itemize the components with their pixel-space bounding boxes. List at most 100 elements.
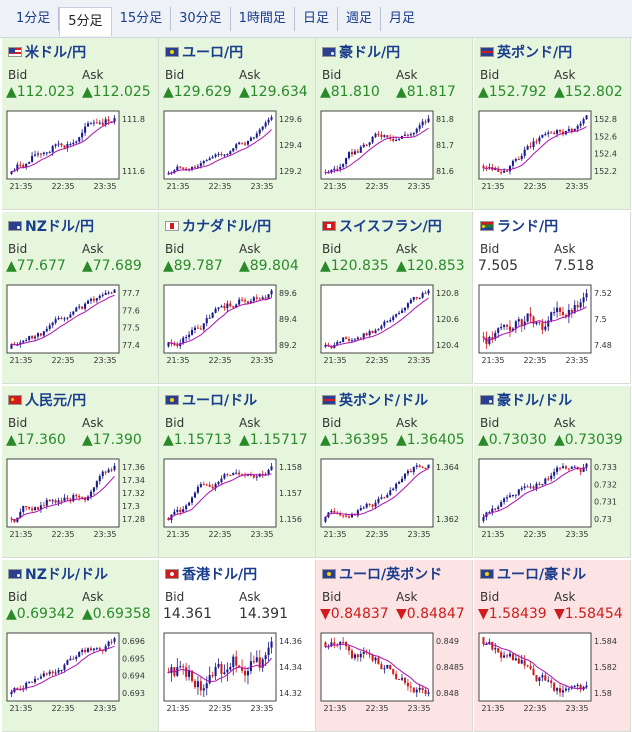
pair-title-text[interactable]: 英ポンド/ドル: [339, 393, 429, 409]
pair-title[interactable]: ユーロ/英ポンド: [322, 564, 442, 584]
candle-body: [226, 474, 229, 476]
pair-title[interactable]: スイスフラン/円: [322, 216, 442, 236]
price-chart[interactable]: 1.364 1.362 21:35 22:35 23:35: [320, 458, 470, 546]
rate-card[interactable]: カナダドル/円 Bid Ask ▲89.787 ▲89.804 89.6 89.4 89.2 2…: [159, 212, 316, 384]
tab-2[interactable]: 15分足: [112, 6, 172, 31]
pair-title-text[interactable]: 米ドル/円: [25, 45, 87, 61]
price-chart[interactable]: 152.8 152.6 152.4 152.2 21:35 22:35 23:35: [478, 110, 628, 198]
candle-body: [57, 500, 60, 503]
pair-title-text[interactable]: ユーロ/ドル: [182, 393, 258, 409]
pair-title-text[interactable]: ランド/円: [497, 219, 559, 235]
bid-value: ▲120.835: [320, 258, 389, 274]
candle-body: [60, 669, 63, 671]
candle-body: [356, 654, 359, 658]
rate-card[interactable]: 英ポンド/円 Bid Ask ▲152.792 ▲152.802 152.8 152.6 15…: [474, 38, 631, 210]
candle-body: [371, 504, 374, 507]
rate-card[interactable]: NZドル/円 Bid Ask ▲77.677 ▲77.689 77.7 77.6 77.5 77…: [2, 212, 159, 384]
rate-card[interactable]: 豪ドル/円 Bid Ask ▲81.810 ▲81.817 81.8 81.7 81.6 21:…: [316, 38, 473, 210]
price-chart[interactable]: 120.8 120.6 120.4 21:35 22:35 23:35: [320, 284, 470, 372]
rate-card[interactable]: ユーロ/円 Bid Ask ▲129.629 ▲129.634 129.6 129.4 129…: [159, 38, 316, 210]
price-chart[interactable]: 111.8 111.6 21:35 22:35 23:35: [6, 110, 156, 198]
pair-title-text[interactable]: スイスフラン/円: [339, 219, 442, 235]
bid-value: ▲0.73030: [478, 432, 547, 448]
price-chart[interactable]: 81.8 81.7 81.6 21:35 22:35 23:35: [320, 110, 470, 198]
pair-title-text[interactable]: カナダドル/円: [182, 219, 272, 235]
y-tick-label: 77.7: [122, 289, 140, 298]
pair-title-text[interactable]: 香港ドル/円: [182, 567, 258, 583]
pair-title[interactable]: 英ポンド/ドル: [322, 390, 428, 410]
y-tick-label: 0.731: [594, 498, 617, 507]
candle-body: [39, 505, 42, 510]
tab-1[interactable]: 5分足: [59, 7, 112, 36]
rate-card[interactable]: ユーロ/豪ドル Bid Ask ▼1.58439 ▼1.58454 1.584 1.582 1…: [474, 560, 631, 732]
price-chart[interactable]: 129.6 129.4 129.2 21:35 22:35 23:35: [163, 110, 313, 198]
candle-body: [324, 642, 327, 647]
rate-card[interactable]: ランド/円 Bid Ask 7.505 7.518 7.52 7.5 7.48 21:35 22:…: [474, 212, 631, 384]
candle-body: [229, 151, 232, 155]
candle-body: [238, 665, 241, 668]
pair-title-text[interactable]: 人民元/円: [25, 393, 87, 409]
price-chart[interactable]: 0.733 0.732 0.731 0.73 21:35 22:35 23:35: [478, 458, 628, 546]
price-chart[interactable]: 77.7 77.6 77.5 77.4 21:35 22:35 23:35: [6, 284, 156, 372]
candle-body: [395, 140, 398, 142]
rate-card[interactable]: NZドル/ドル Bid Ask ▲0.69342 ▲0.69358 0.696 0.695 0…: [2, 560, 159, 732]
rate-card[interactable]: ユーロ/ドル Bid Ask ▲1.15713 ▲1.15717 1.158 1.157 1.…: [159, 386, 316, 558]
tab-3[interactable]: 30分足: [171, 6, 231, 31]
tab-6[interactable]: 週足: [338, 6, 381, 31]
price-chart[interactable]: 0.696 0.695 0.694 0.693 21:35 22:35 23:35: [6, 632, 156, 720]
pair-title[interactable]: 英ポンド/円: [480, 42, 572, 62]
pair-title[interactable]: NZドル/ドル: [8, 564, 108, 584]
pair-title[interactable]: 香港ドル/円: [165, 564, 257, 584]
candle-body: [386, 135, 389, 138]
pair-title-text[interactable]: ユーロ/英ポンド: [339, 567, 443, 583]
pair-title[interactable]: ユーロ/円: [165, 42, 243, 62]
pair-title[interactable]: カナダドル/円: [165, 216, 271, 236]
rate-card[interactable]: 米ドル/円 Bid Ask ▲112.023 ▲112.025 111.8 111.6 21:…: [2, 38, 159, 210]
price-chart[interactable]: 1.584 1.582 1.58 21:35 22:35 23:35: [478, 632, 628, 720]
rate-card[interactable]: 香港ドル/円 Bid Ask 14.361 14.391 14.36 14.34 14.32 2…: [159, 560, 316, 732]
candle-body: [380, 497, 383, 499]
pair-title-text[interactable]: NZドル/ドル: [25, 567, 108, 583]
bid-label: Bid: [480, 590, 500, 604]
candle-body: [113, 466, 116, 470]
pair-title[interactable]: NZドル/円: [8, 216, 94, 236]
price-chart[interactable]: 89.6 89.4 89.2 21:35 22:35 23:35: [163, 284, 313, 372]
pair-title-text[interactable]: NZドル/円: [25, 219, 94, 235]
pair-title-text[interactable]: 英ポンド/円: [497, 45, 573, 61]
pair-title[interactable]: 米ドル/円: [8, 42, 86, 62]
pair-title[interactable]: 豪ドル/ドル: [480, 390, 572, 410]
rate-card[interactable]: 人民元/円 Bid Ask ▲17.360 ▲17.390 17.36 17.34 17.32…: [2, 386, 159, 558]
pair-title[interactable]: 豪ドル/円: [322, 42, 400, 62]
price-chart[interactable]: 17.36 17.34 17.32 17.3 17.28 21:35 22:35 23:35: [6, 458, 156, 546]
tab-4[interactable]: 1時間足: [231, 6, 295, 31]
pair-title[interactable]: ユーロ/豪ドル: [480, 564, 586, 584]
candle-body: [193, 166, 197, 168]
pair-title-text[interactable]: ユーロ/豪ドル: [497, 567, 587, 583]
tab-7[interactable]: 月足: [388, 10, 415, 26]
rate-card[interactable]: ユーロ/英ポンド Bid Ask ▼0.84837 ▼0.84847 0.849 0.848…: [316, 560, 473, 732]
candle-body: [258, 129, 261, 134]
price-chart[interactable]: 7.52 7.5 7.48 21:35 22:35 23:35: [478, 284, 628, 372]
candle-body: [22, 340, 25, 343]
pair-title-text[interactable]: 豪ドル/ドル: [497, 393, 573, 409]
pair-title[interactable]: ユーロ/ドル: [165, 390, 257, 410]
pair-title[interactable]: ランド/円: [480, 216, 558, 236]
ask-label: Ask: [554, 590, 576, 604]
rate-card[interactable]: 豪ドル/ドル Bid Ask ▲0.73030 ▲0.73039 0.733 0.732 0.…: [474, 386, 631, 558]
candle-body: [113, 289, 116, 293]
price-chart[interactable]: 14.36 14.34 14.32 21:35 22:35 23:35: [163, 632, 313, 720]
candle-body: [39, 153, 42, 155]
price-chart[interactable]: 1.158 1.157 1.156 21:35 22:35 23:35: [163, 458, 313, 546]
pair-title[interactable]: 人民元/円: [8, 390, 86, 410]
candle-body: [36, 507, 40, 510]
candle-body: [567, 309, 570, 317]
pair-title-text[interactable]: 豪ドル/円: [339, 45, 401, 61]
tab-0[interactable]: 1分足: [8, 6, 60, 31]
candle-body: [350, 650, 354, 659]
rate-card[interactable]: スイスフラン/円 Bid Ask ▲120.835 ▲120.853 120.8 120.6…: [316, 212, 473, 384]
rate-card[interactable]: 英ポンド/ドル Bid Ask ▲1.36395 ▲1.36405 1.364 1.362 2…: [316, 386, 473, 558]
tab-5[interactable]: 日足: [295, 6, 338, 31]
pair-title-text[interactable]: ユーロ/円: [182, 45, 244, 61]
candle-body: [550, 680, 553, 684]
price-chart[interactable]: 0.849 0.8485 0.848 21:35 22:35 23:35: [320, 632, 470, 720]
